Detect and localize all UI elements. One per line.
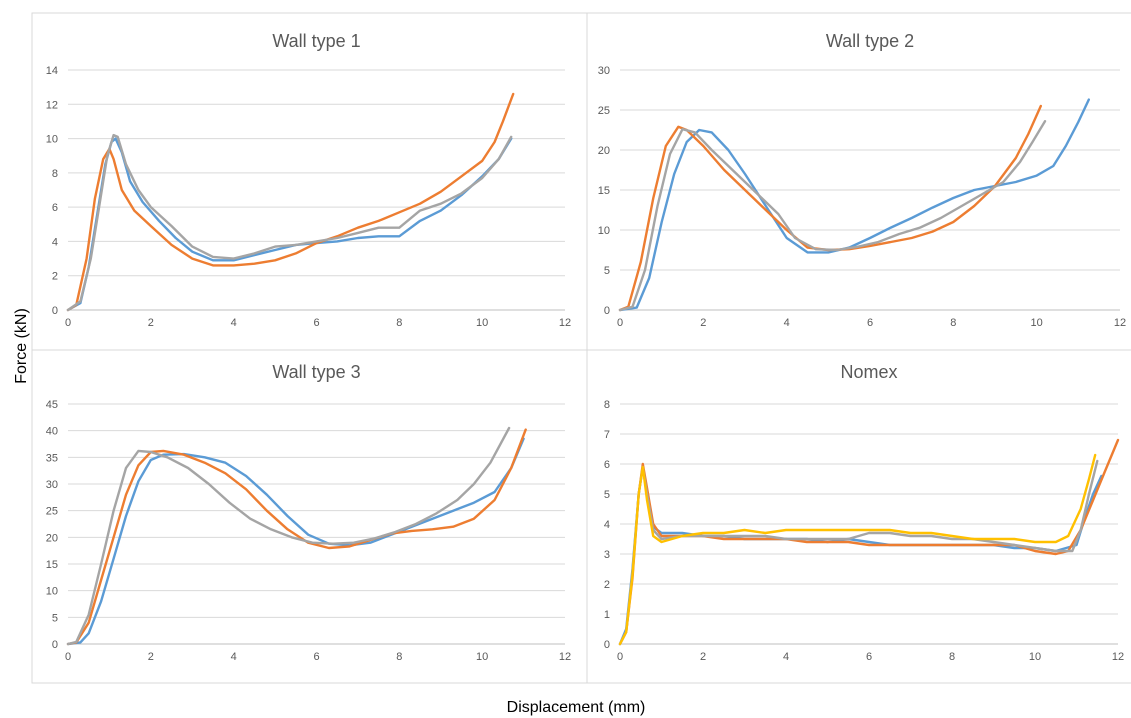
y-tick-label: 0 — [604, 639, 610, 651]
chart-title: Wall type 2 — [826, 31, 914, 51]
series-line-3 — [66, 133, 513, 312]
y-tick-label: 10 — [46, 134, 58, 146]
x-tick-label: 4 — [231, 317, 237, 329]
x-tick-label: 8 — [396, 651, 402, 663]
x-tick-label: 2 — [700, 317, 706, 329]
y-tick-label: 15 — [598, 185, 610, 197]
chart-panel-1: Wall type 1 0 2 4 6 8 10 12 14 0 2 4 6 8 10 12 — [31, 12, 588, 351]
y-tick-label: 10 — [46, 586, 58, 598]
y-tick-label: 5 — [604, 265, 610, 277]
chart-title: Nomex — [840, 362, 897, 382]
x-tick-label: 10 — [476, 651, 488, 663]
series-line-1 — [66, 437, 525, 646]
x-tick-label: 0 — [617, 317, 623, 329]
panel-frame — [586, 12, 1131, 351]
x-tick-label: 12 — [559, 317, 571, 329]
x-tick-label: 10 — [476, 317, 488, 329]
panel-frame — [31, 349, 588, 684]
y-tick-label: 10 — [598, 225, 610, 237]
y-tick-label: 5 — [604, 489, 610, 501]
series-line-3 — [66, 426, 511, 646]
y-axis-label: Force (kN) — [13, 308, 30, 384]
panel-frame — [586, 349, 1131, 684]
x-tick-label: 8 — [949, 651, 955, 663]
x-tick-label: 6 — [866, 651, 872, 663]
x-tick-label: 10 — [1031, 317, 1043, 329]
series-line-3 — [618, 120, 1047, 312]
y-tick-label: 4 — [52, 236, 58, 248]
chart-panel-2: Wall type 2 0 5 10 15 20 25 30 0 2 4 6 8 10 12 — [586, 12, 1131, 351]
y-tick-label: 14 — [46, 65, 58, 77]
x-tick-label: 4 — [784, 317, 790, 329]
y-tick-label: 1 — [604, 609, 610, 621]
y-tick-label: 5 — [52, 612, 58, 624]
y-tick-label: 30 — [46, 479, 58, 491]
y-tick-label: 20 — [46, 532, 58, 544]
y-tick-label: 8 — [604, 399, 610, 411]
x-tick-label: 0 — [617, 651, 623, 663]
y-tick-label: 25 — [598, 105, 610, 117]
x-tick-label: 0 — [65, 651, 71, 663]
x-tick-label: 4 — [231, 651, 237, 663]
panel-frame — [31, 12, 588, 351]
y-tick-label: 30 — [598, 65, 610, 77]
y-tick-label: 2 — [604, 579, 610, 591]
x-tick-label: 6 — [313, 317, 319, 329]
y-tick-label: 15 — [46, 559, 58, 571]
x-tick-label: 12 — [559, 651, 571, 663]
y-tick-label: 2 — [52, 271, 58, 283]
y-tick-label: 35 — [46, 452, 58, 464]
x-axis-label: Displacement (mm) — [507, 699, 646, 716]
chart-panel-3: Wall type 3 0 5 10 15 20 25 30 35 40 45 0 2 4 6 8 10 12 — [31, 349, 588, 684]
x-tick-label: 10 — [1029, 651, 1041, 663]
x-tick-label: 6 — [313, 651, 319, 663]
x-tick-label: 6 — [867, 317, 873, 329]
y-tick-label: 40 — [46, 426, 58, 438]
y-tick-label: 0 — [604, 305, 610, 317]
x-tick-label: 12 — [1112, 651, 1124, 663]
y-tick-label: 6 — [52, 202, 58, 214]
x-tick-label: 12 — [1114, 317, 1126, 329]
x-tick-label: 8 — [396, 317, 402, 329]
x-tick-label: 8 — [950, 317, 956, 329]
y-tick-label: 45 — [46, 399, 58, 411]
series-line-2 — [66, 428, 527, 646]
y-tick-label: 0 — [52, 639, 58, 651]
x-tick-label: 0 — [65, 317, 71, 329]
y-tick-label: 7 — [604, 429, 610, 441]
x-tick-label: 2 — [148, 317, 154, 329]
x-tick-label: 2 — [148, 651, 154, 663]
series-line-2 — [618, 104, 1042, 312]
chart-title: Wall type 1 — [272, 31, 360, 51]
x-tick-label: 2 — [700, 651, 706, 663]
y-tick-label: 6 — [604, 459, 610, 471]
series-line-4 — [618, 453, 1097, 646]
y-tick-label: 3 — [604, 549, 610, 561]
y-tick-label: 20 — [598, 145, 610, 157]
y-tick-label: 8 — [52, 168, 58, 180]
chart-title: Wall type 3 — [272, 362, 360, 382]
y-tick-label: 25 — [46, 506, 58, 518]
y-tick-label: 4 — [604, 519, 610, 531]
x-tick-label: 4 — [783, 651, 789, 663]
y-tick-label: 12 — [46, 99, 58, 111]
y-tick-label: 0 — [52, 305, 58, 317]
